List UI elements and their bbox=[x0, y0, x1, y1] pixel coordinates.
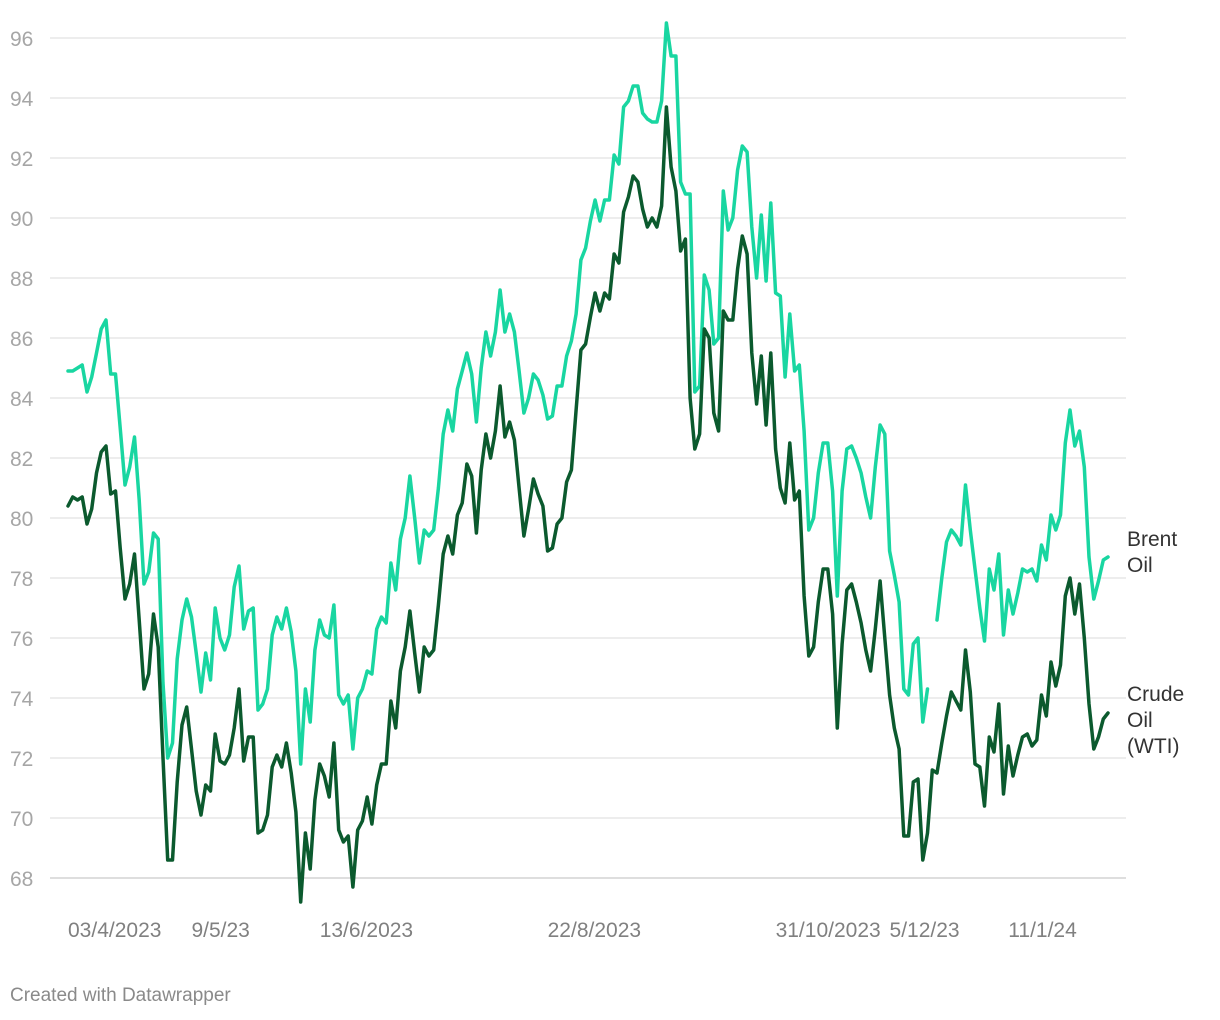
y-axis-ticks: 68 70 72 74 76 78 80 82 84 86 88 90 92 94 96 bbox=[10, 28, 34, 891]
x-tick-label: 13/6/2023 bbox=[320, 919, 413, 942]
y-tick-label: 74 bbox=[10, 688, 34, 711]
gridlines bbox=[50, 37, 1126, 879]
series-line-0 bbox=[66, 21, 1110, 766]
series-label: (WTI) bbox=[1127, 735, 1179, 758]
y-tick-label: 92 bbox=[10, 148, 33, 171]
x-tick-label: 03/4/2023 bbox=[68, 919, 161, 942]
y-tick-label: 76 bbox=[10, 628, 33, 651]
y-tick-label: 88 bbox=[10, 268, 33, 291]
x-tick-label: 22/8/2023 bbox=[548, 919, 641, 942]
y-tick-label: 94 bbox=[10, 88, 34, 111]
footer-credit: Created with Datawrapper bbox=[10, 985, 231, 1006]
y-tick-label: 80 bbox=[10, 508, 33, 531]
y-tick-label: 96 bbox=[10, 28, 33, 51]
x-tick-label: 11/1/24 bbox=[1008, 919, 1077, 942]
y-tick-label: 86 bbox=[10, 328, 33, 351]
y-tick-label: 68 bbox=[10, 868, 33, 891]
x-tick-label: 9/5/23 bbox=[191, 919, 249, 942]
series-label: Crude bbox=[1127, 683, 1184, 706]
series-line-1 bbox=[66, 105, 1110, 904]
y-tick-label: 90 bbox=[10, 208, 33, 231]
y-tick-label: 70 bbox=[10, 808, 33, 831]
series-labels: Brent Oil Crude Oil (WTI) bbox=[1127, 528, 1184, 758]
x-axis-ticks: 03/4/2023 9/5/23 13/6/2023 22/8/2023 31/10/2… bbox=[68, 919, 1077, 942]
x-tick-label: 5/12/23 bbox=[890, 919, 960, 942]
series-label: Oil bbox=[1127, 554, 1153, 577]
series-lines bbox=[66, 21, 1110, 904]
series-label: Oil bbox=[1127, 709, 1153, 732]
y-tick-label: 78 bbox=[10, 568, 33, 591]
y-tick-label: 82 bbox=[10, 448, 33, 471]
series-label: Brent bbox=[1127, 528, 1177, 551]
y-tick-label: 72 bbox=[10, 748, 33, 771]
y-tick-label: 84 bbox=[10, 388, 34, 411]
x-tick-label: 31/10/2023 bbox=[776, 919, 881, 942]
